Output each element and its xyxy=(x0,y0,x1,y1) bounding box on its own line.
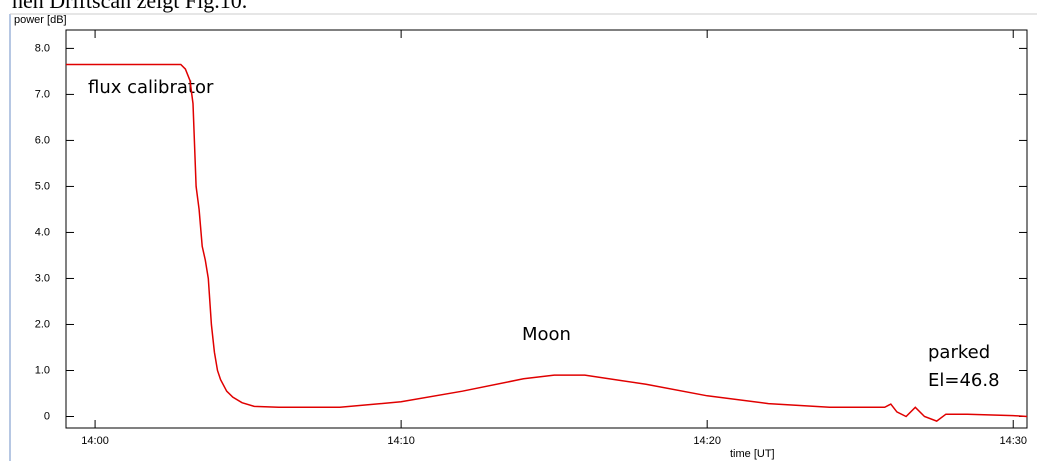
data-line xyxy=(66,63,1028,422)
annotation: Moon xyxy=(522,324,571,345)
y-tick-label: 0 xyxy=(44,410,50,422)
y-tick-label: 8.0 xyxy=(35,42,50,54)
annotation: parked xyxy=(928,342,990,363)
annotation: El=46.8 xyxy=(928,370,1000,391)
page-text: hen Driftscan zeigt Fig.10. xyxy=(12,0,247,13)
plot-frame xyxy=(65,29,1028,429)
y-tick-label: 7.0 xyxy=(35,88,50,100)
y-tick-label: 6.0 xyxy=(35,134,50,146)
x-tick-label: 14:20 xyxy=(693,435,721,447)
x-axis-label: time [UT] xyxy=(730,448,775,460)
annotation: flux calibrator xyxy=(88,77,214,98)
y-tick-label: 2.0 xyxy=(35,318,50,330)
y-tick-label: 3.0 xyxy=(35,272,50,284)
y-tick-label: 1.0 xyxy=(35,364,50,376)
x-tick-label: 14:30 xyxy=(999,435,1027,447)
y-axis-label: power [dB] xyxy=(14,14,67,26)
x-tick-label: 14:00 xyxy=(81,435,109,447)
y-tick-label: 4.0 xyxy=(35,226,50,238)
y-tick-label: 5.0 xyxy=(35,180,50,192)
x-tick-label: 14:10 xyxy=(387,435,415,447)
